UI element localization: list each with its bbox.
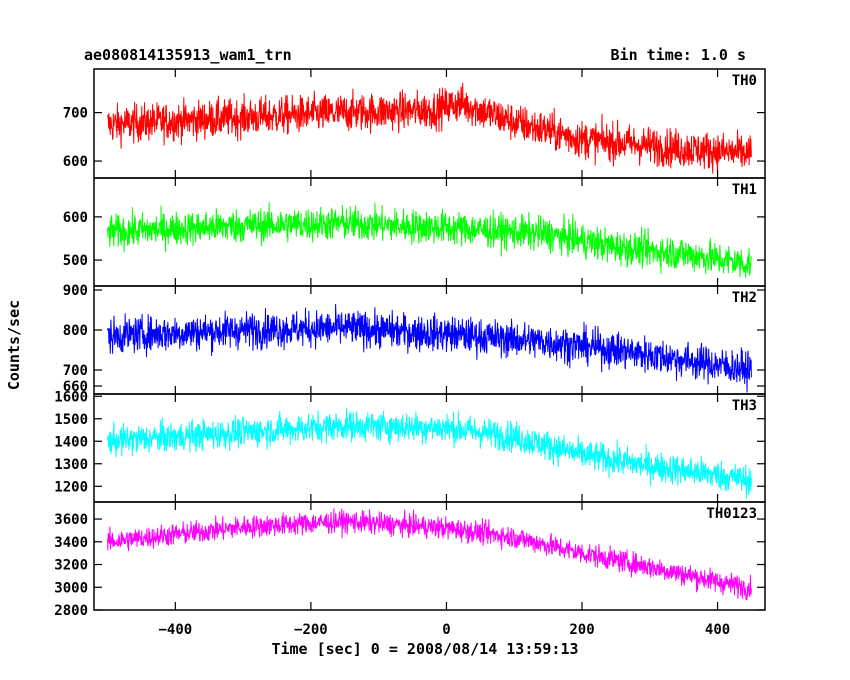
title-left: ae080814135913_wam1_trn: [84, 46, 292, 64]
panel-frame: [93, 393, 766, 503]
x-tick-label: −400: [158, 622, 192, 638]
panel-label: TH0: [732, 73, 757, 89]
panel-label: TH2: [732, 290, 757, 306]
x-tick-label: 400: [705, 622, 730, 638]
panel-label: TH0123: [706, 506, 757, 522]
series-th0-line: [107, 82, 752, 175]
panel-frame: [93, 501, 766, 611]
y-tick-label: 900: [63, 283, 88, 299]
y-tick-label: 600: [63, 154, 88, 170]
y-tick-label: 3200: [54, 558, 88, 574]
y-tick-label: 660: [63, 379, 88, 395]
panel-label: TH1: [732, 182, 757, 198]
y-tick-label: 1400: [54, 434, 88, 450]
panel-th0123: 2800 3000 3200 3400 3600 TH0123: [54, 501, 766, 619]
y-tick-label: 600: [63, 210, 88, 226]
x-axis-label: Time [sec] 0 = 2008/08/14 13:59:13: [271, 640, 578, 658]
y-tick-label: 3400: [54, 535, 88, 551]
y-tick-label: 3000: [54, 580, 88, 596]
x-tick-label: 200: [569, 622, 594, 638]
y-tick-label: 1600: [54, 389, 88, 405]
y-tick-label: 500: [63, 253, 88, 269]
x-tick-label: 0: [442, 622, 450, 638]
y-tick-label: 1500: [54, 412, 88, 428]
panel-th3: 1200 1300 1400 1500 1600 TH3: [54, 389, 766, 503]
panel-label: TH3: [732, 398, 757, 414]
y-axis-label: Counts/sec: [5, 300, 23, 390]
series-th3-line: [107, 407, 752, 499]
x-tick-label: −200: [294, 622, 328, 638]
y-tick-label: 700: [63, 106, 88, 122]
y-tick-label: 1300: [54, 457, 88, 473]
x-axis: −400 −200 0 200 400: [158, 622, 730, 638]
y-tick-label: 2800: [54, 603, 88, 619]
y-tick-label: 700: [63, 363, 88, 379]
panel-th0: 600 700 TH0: [63, 68, 766, 179]
panel-th1: 500 600 TH1: [63, 177, 766, 287]
series-th1-line: [107, 202, 752, 278]
y-tick-label: 3600: [54, 512, 88, 528]
y-tick-label: 800: [63, 323, 88, 339]
y-tick-label: 1200: [54, 479, 88, 495]
title-right: Bin time: 1.0 s: [611, 46, 746, 64]
series-th0123-line: [107, 508, 752, 601]
series-th2-line: [107, 303, 752, 393]
